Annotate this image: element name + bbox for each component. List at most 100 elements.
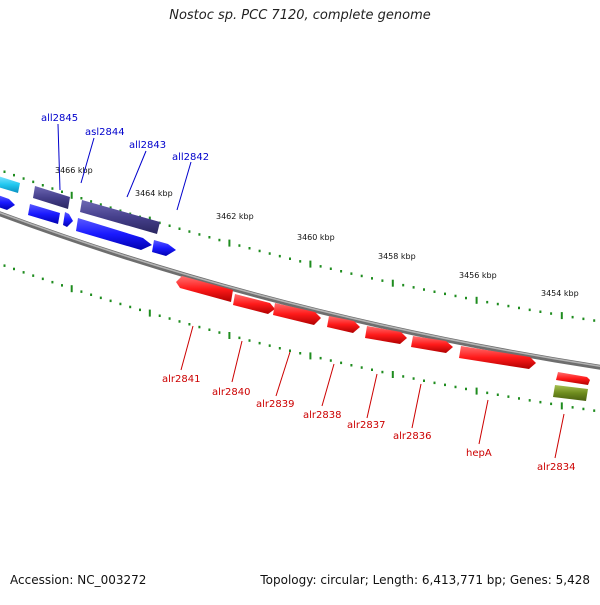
forward-strand-features xyxy=(176,276,590,401)
gene-feature[interactable] xyxy=(327,316,360,333)
minor-tick xyxy=(550,312,553,315)
minor-tick xyxy=(582,407,585,411)
gene-label[interactable]: hepA xyxy=(466,448,492,459)
accession-text: Accession: NC_003272 xyxy=(10,573,147,587)
gene-label[interactable]: alr2840 xyxy=(212,387,250,398)
minor-tick xyxy=(299,352,302,355)
scale-label: 3462 kbp xyxy=(216,212,254,221)
minor-tick xyxy=(299,260,302,263)
major-tick xyxy=(475,296,478,304)
gene-feature[interactable] xyxy=(176,276,233,302)
minor-tick xyxy=(119,209,122,212)
minor-tick xyxy=(433,381,436,385)
minor-tick xyxy=(289,349,291,352)
forward-gene-labels: alr2841 alr2840 alr2839 alr2838 alr2837 … xyxy=(162,374,575,473)
genome-backbone-highlight xyxy=(0,212,600,367)
major-tick xyxy=(391,279,394,287)
gene-feature[interactable] xyxy=(411,336,453,353)
lower-tick-track xyxy=(3,264,596,412)
minor-tick xyxy=(381,370,384,374)
minor-tick xyxy=(129,305,132,309)
gene-label[interactable]: alr2837 xyxy=(347,420,385,431)
minor-tick xyxy=(340,361,343,365)
minor-tick xyxy=(80,290,83,293)
gene-feature[interactable] xyxy=(76,218,152,250)
minor-tick xyxy=(218,238,221,242)
scale-label: 3464 kbp xyxy=(135,189,173,198)
scale-label: 3458 kbp xyxy=(378,252,416,261)
gene-label[interactable]: alr2836 xyxy=(393,431,431,442)
major-tick xyxy=(309,260,312,268)
minor-tick xyxy=(412,377,415,380)
minor-tick xyxy=(61,284,63,287)
gene-label[interactable]: all2842 xyxy=(172,152,209,163)
minor-tick xyxy=(248,339,251,342)
other-feature[interactable] xyxy=(553,385,588,401)
minor-tick xyxy=(268,252,271,255)
gene-label[interactable]: all2845 xyxy=(41,113,78,124)
minor-tick xyxy=(278,347,281,350)
gene-label[interactable]: alr2834 xyxy=(537,462,575,473)
minor-tick xyxy=(90,293,93,296)
minor-tick xyxy=(238,244,241,247)
gene-feature[interactable] xyxy=(152,240,176,256)
minor-tick xyxy=(486,300,489,304)
minor-tick xyxy=(22,271,25,274)
minor-tick xyxy=(208,328,211,331)
gene-feature[interactable] xyxy=(233,294,275,314)
gene-feature[interactable] xyxy=(63,212,73,227)
gene-label[interactable]: alr2841 xyxy=(162,374,200,385)
major-tick xyxy=(70,285,73,293)
minor-tick xyxy=(518,397,520,400)
minor-tick xyxy=(319,265,322,268)
minor-tick xyxy=(139,308,141,312)
minor-tick xyxy=(289,257,291,260)
minor-tick xyxy=(90,200,93,203)
minor-tick xyxy=(158,314,161,317)
minor-tick xyxy=(496,393,499,396)
gene-label[interactable]: alr2839 xyxy=(256,399,294,410)
minor-tick xyxy=(528,308,531,312)
gene-label[interactable]: all2843 xyxy=(129,140,166,151)
major-tick xyxy=(148,309,151,317)
gene-feature[interactable] xyxy=(0,176,20,193)
minor-tick xyxy=(593,409,596,412)
gene-feature[interactable] xyxy=(273,303,321,325)
minor-tick xyxy=(32,274,35,277)
gene-label[interactable]: alr2838 xyxy=(303,410,341,421)
minor-tick xyxy=(168,317,171,320)
minor-tick xyxy=(258,249,261,253)
scale-label: 3466 kbp xyxy=(55,166,93,175)
minor-tick xyxy=(278,254,281,258)
minor-tick xyxy=(423,379,425,382)
minor-tick xyxy=(258,341,261,345)
minor-tick xyxy=(119,302,122,306)
minor-tick xyxy=(248,247,251,250)
scale-label: 3460 kbp xyxy=(297,233,335,242)
gene-feature[interactable] xyxy=(365,326,407,344)
minor-tick xyxy=(465,296,467,300)
gene-feature[interactable] xyxy=(556,372,590,385)
minor-tick xyxy=(99,203,102,206)
minor-tick xyxy=(178,227,181,230)
minor-tick xyxy=(433,290,436,293)
genome-info-text: Topology: circular; Length: 6,413,771 bp… xyxy=(260,573,590,587)
gene-feature[interactable] xyxy=(459,346,536,369)
gene-label[interactable]: asl2844 xyxy=(85,127,125,138)
major-tick xyxy=(560,402,563,410)
major-tick xyxy=(391,371,394,378)
minor-tick xyxy=(550,402,553,406)
minor-tick xyxy=(109,299,112,303)
minor-tick xyxy=(360,274,363,278)
cds-feature[interactable] xyxy=(33,186,70,209)
cds-feature[interactable] xyxy=(80,200,160,234)
gene-feature[interactable] xyxy=(0,195,15,210)
minor-tick xyxy=(350,272,353,275)
gene-feature[interactable] xyxy=(28,204,60,224)
minor-tick xyxy=(340,270,343,273)
minor-tick xyxy=(51,187,54,190)
minor-tick xyxy=(507,395,510,398)
minor-tick xyxy=(454,294,457,298)
